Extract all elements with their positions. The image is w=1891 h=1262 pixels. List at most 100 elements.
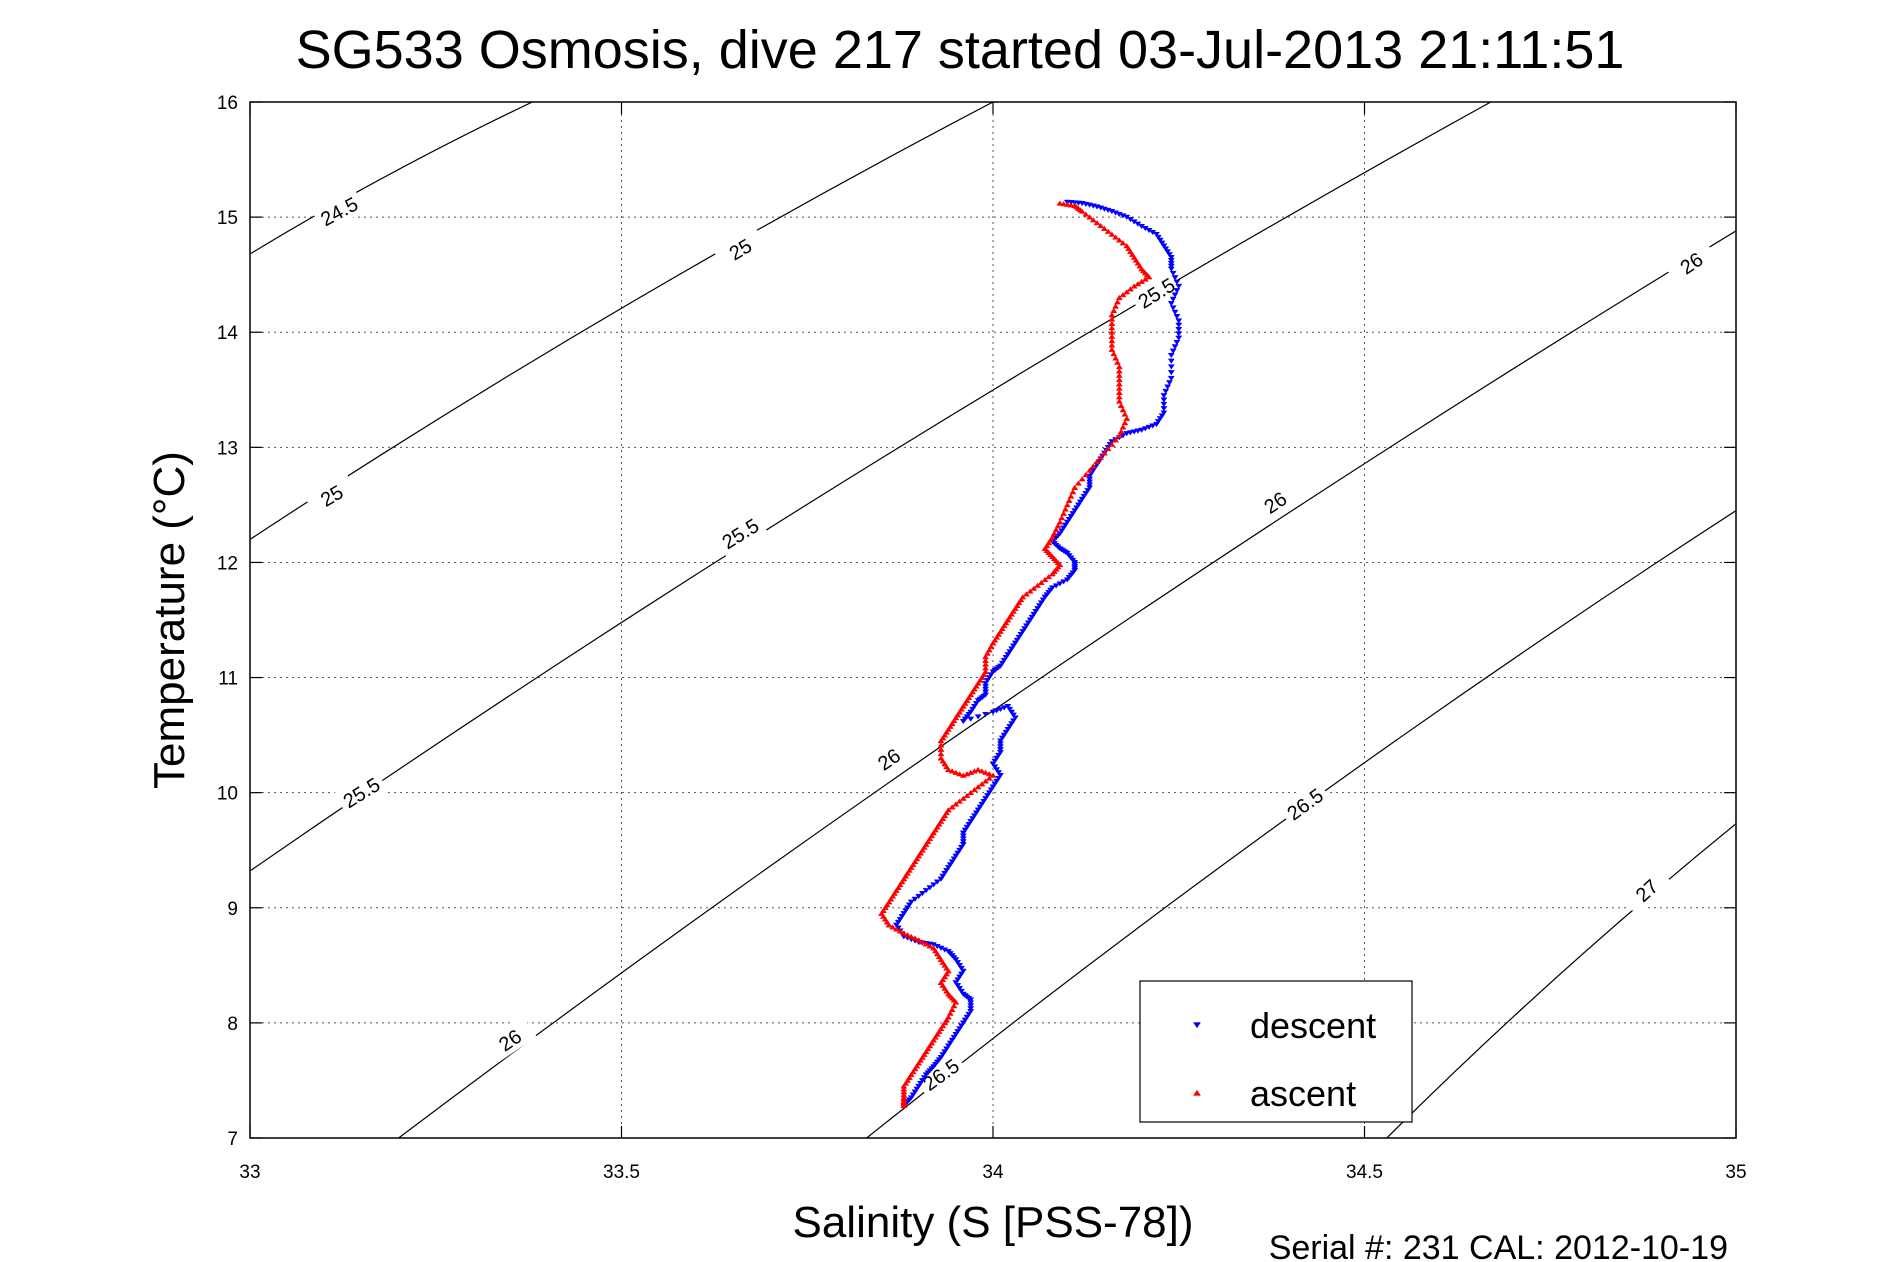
data-point-ascent (1067, 202, 1075, 208)
data-series (878, 199, 1183, 1109)
data-point-descent (915, 893, 923, 900)
data-point-ascent (885, 922, 893, 928)
data-point-ascent (918, 939, 926, 945)
data-point-descent (1026, 617, 1034, 623)
data-point-descent (941, 870, 949, 877)
data-point-ascent (1104, 445, 1112, 452)
data-point-descent (961, 827, 969, 833)
data-point-descent (917, 1080, 925, 1087)
data-point-descent (987, 672, 995, 678)
data-point-descent (915, 1083, 923, 1090)
data-point-descent (1158, 240, 1166, 246)
data-point-descent (957, 971, 965, 977)
data-point-descent (1024, 620, 1032, 626)
data-point-descent (967, 819, 975, 825)
data-point-descent (965, 821, 973, 828)
data-point-ascent (889, 924, 897, 930)
data-point-descent (1167, 301, 1175, 307)
data-point-ascent (1113, 299, 1121, 305)
data-point-descent (996, 741, 1004, 747)
y-tick-label: 15 (217, 208, 238, 229)
data-point-descent (1171, 292, 1179, 298)
data-point-ascent (1145, 274, 1153, 280)
data-point-descent (1173, 339, 1181, 346)
data-point-descent (996, 747, 1004, 753)
y-tick-label: 10 (217, 784, 238, 805)
data-point-ascent (1110, 350, 1118, 357)
data-point-ascent (1123, 415, 1131, 421)
contour-label-bg (913, 1049, 968, 1099)
data-point-ascent (1130, 283, 1138, 289)
x-tick-label: 33 (239, 1162, 260, 1183)
data-point-descent (956, 986, 964, 992)
data-point-descent (996, 706, 1004, 713)
data-point-descent (939, 1052, 947, 1058)
data-point-descent (1063, 519, 1071, 526)
x-tick-label: 33.5 (603, 1162, 640, 1183)
data-point-descent (1017, 632, 1025, 638)
data-point-descent (956, 1026, 964, 1032)
data-point-descent (1009, 712, 1017, 718)
data-point-descent (1009, 643, 1017, 649)
data-point-descent (1084, 488, 1092, 494)
data-point-ascent (1119, 240, 1127, 246)
data-point-ascent (1060, 201, 1068, 207)
data-point-ascent (1078, 208, 1086, 214)
data-point-descent (982, 686, 990, 692)
data-point-descent (956, 974, 964, 980)
data-point-ascent (989, 772, 997, 778)
data-point-ascent (1108, 441, 1116, 447)
contour-label-bg (712, 225, 768, 272)
data-point-descent (1028, 614, 1036, 620)
data-point-descent (963, 1014, 971, 1020)
data-point-ascent (1089, 463, 1097, 469)
contour-label-bg (1247, 477, 1302, 526)
data-point-descent (905, 902, 913, 908)
data-point-ascent (1089, 217, 1097, 223)
data-point-descent (1008, 646, 1016, 652)
data-point-descent (1000, 657, 1008, 664)
data-point-ascent (1056, 519, 1064, 525)
data-point-descent (969, 816, 977, 822)
data-point-descent (959, 1020, 967, 1026)
data-point-descent (959, 968, 967, 974)
data-point-ascent (1086, 467, 1094, 473)
data-point-descent (1167, 375, 1175, 382)
data-point-ascent (1054, 523, 1062, 529)
data-point-descent (952, 853, 960, 859)
data-point-descent (1067, 514, 1075, 520)
data-point-ascent (1093, 220, 1101, 226)
data-point-ascent (1108, 231, 1116, 237)
y-tick-label: 14 (217, 323, 239, 344)
data-point-descent (950, 856, 958, 862)
data-point-descent (1006, 724, 1014, 730)
isopycnal-27 (1386, 823, 1736, 1138)
data-point-ascent (1112, 234, 1120, 240)
data-point-descent (1160, 393, 1168, 399)
data-point-ascent (1115, 432, 1123, 439)
data-point-ascent (896, 928, 904, 934)
data-point-descent (943, 868, 951, 874)
y-tick-labels: 7 8 9 10 11 12 13 14 15 16 (217, 93, 239, 1150)
data-point-ascent (1063, 502, 1071, 508)
data-point-descent (1082, 491, 1090, 497)
x-tick-label: 35 (1725, 1162, 1746, 1183)
data-point-descent (967, 716, 975, 722)
x-tick-label: 34.5 (1346, 1162, 1383, 1183)
contour-label-bg (311, 187, 366, 234)
data-point-descent (1160, 243, 1168, 249)
data-point-descent (996, 773, 1004, 779)
contour-label-bg (861, 734, 916, 783)
data-point-descent (946, 862, 954, 868)
contour-label-26: 26 (482, 1015, 537, 1064)
data-point-descent (1173, 279, 1181, 285)
data-point-ascent (1123, 289, 1131, 295)
data-point-descent (957, 1023, 965, 1029)
data-point-ascent (1093, 458, 1101, 465)
data-point-descent (954, 983, 962, 989)
data-point-descent (996, 750, 1004, 756)
data-point-descent (898, 914, 906, 920)
data-point-ascent (1121, 411, 1129, 417)
data-point-descent (970, 813, 978, 819)
